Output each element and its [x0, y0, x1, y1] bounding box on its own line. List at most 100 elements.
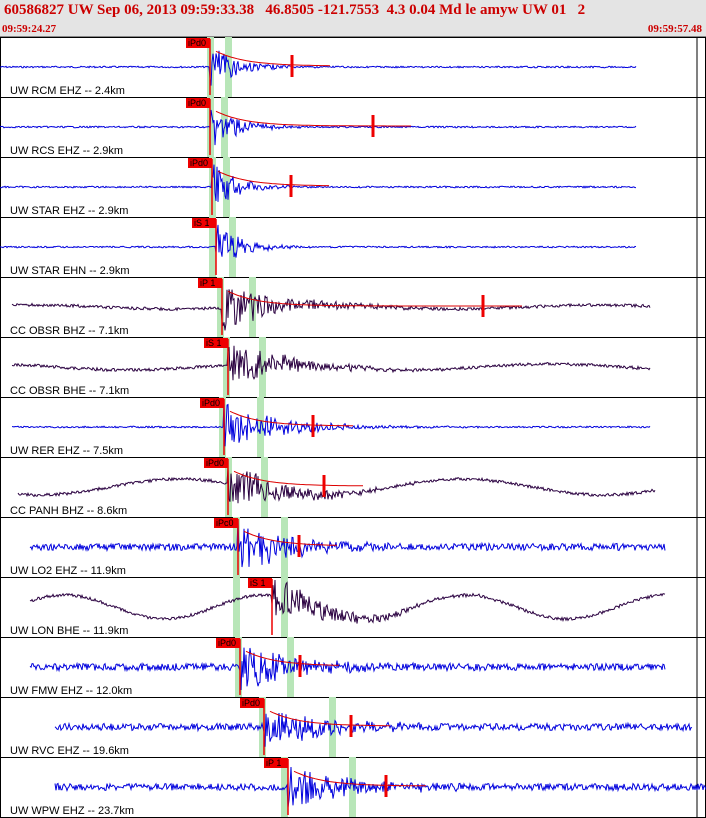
end-time: 09:59:57.48	[647, 23, 702, 35]
station-label: UW RER EHZ -- 7.5km	[10, 445, 123, 457]
pick-label[interactable]: iP 1	[264, 758, 288, 768]
pick-label-box	[192, 218, 216, 228]
pick-label-box	[186, 98, 210, 108]
pick-label[interactable]: iS 1	[204, 338, 228, 348]
pick-label[interactable]: iS 1	[248, 578, 272, 588]
trace-panel: iPd0 CC PANH BHZ -- 8.6km	[0, 457, 706, 518]
pick-label-text: iS 1	[206, 338, 222, 348]
pick-label-text: iPd0	[206, 458, 224, 468]
trace-panel: iPd0 UW RCM EHZ -- 2.4km	[0, 37, 706, 98]
coda-curve	[245, 650, 339, 666]
coda-curve	[269, 710, 390, 727]
start-time: 09:59:24.27	[2, 23, 57, 35]
seismogram-panels: iPd0 UW RCM EHZ -- 2.4km iPd0 UW RCS EHZ --…	[0, 37, 706, 818]
pick-label-text: iP 1	[266, 758, 281, 768]
waveform	[0, 109, 637, 146]
station-label: UW WPW EHZ -- 23.7km	[10, 805, 134, 817]
waveform	[0, 50, 637, 86]
pick-label-box	[198, 278, 222, 288]
pick-label[interactable]: iPd0	[216, 638, 240, 648]
trace-panel: iPd0 UW FMW EHZ -- 12.0km	[0, 637, 706, 698]
p-window	[223, 337, 230, 397]
waveform	[29, 647, 666, 691]
coda-curve	[227, 290, 522, 307]
pick-label-box	[240, 698, 264, 708]
trace-panel: iS 1 UW LON BHE -- 11.9km	[0, 577, 706, 638]
station-label: UW RCM EHZ -- 2.4km	[10, 85, 125, 97]
pick-label[interactable]: iPd0	[240, 698, 264, 708]
station-label: UW FMW EHZ -- 12.0km	[10, 685, 132, 697]
trace-panel: iP 1 CC OBSR BHZ -- 7.1km	[0, 277, 706, 338]
pick-label-box	[204, 458, 228, 468]
waveform	[54, 766, 706, 808]
pick-label-text: iPd0	[218, 638, 236, 648]
station-label: UW STAR EHN -- 2.9km	[10, 265, 130, 277]
pick-label[interactable]: iP 1	[198, 278, 222, 288]
pick-label[interactable]: iS 1	[192, 218, 216, 228]
pick-label[interactable]: iPc0	[214, 518, 238, 528]
s-window	[329, 697, 336, 757]
pick-label-text: iPd0	[202, 398, 220, 408]
coda-curve	[217, 170, 329, 187]
trace-panel: iS 1 UW STAR EHN -- 2.9km	[0, 217, 706, 278]
s-window	[229, 217, 236, 277]
waveform	[29, 519, 666, 568]
pick-label-text: iPd0	[242, 698, 260, 708]
pick-label-box	[214, 518, 238, 528]
pick-label-box	[248, 578, 272, 588]
trace-panel: iP 1 UW WPW EHZ -- 23.7km	[0, 757, 706, 818]
station-label: CC OBSR BHZ -- 7.1km	[10, 325, 129, 337]
trace-panel: iPd0 UW RCS EHZ -- 2.9km	[0, 97, 706, 158]
station-label: UW LO2 EHZ -- 11.9km	[10, 565, 126, 577]
coda-curve	[243, 530, 337, 546]
pick-label-box	[188, 158, 212, 168]
waveform	[54, 712, 693, 747]
trace-panel: iPd0 UW RER EHZ -- 7.5km	[0, 397, 706, 458]
station-label: UW STAR EHZ -- 2.9km	[10, 205, 128, 217]
trace-panel: iPd0 UW RVC EHZ -- 19.6km	[0, 697, 706, 758]
pick-label-box	[186, 38, 210, 48]
waveform	[29, 579, 666, 624]
pick-label-box	[200, 398, 224, 408]
pick-label[interactable]: iPd0	[200, 398, 224, 408]
coda-curve	[233, 470, 363, 487]
pick-label-box	[264, 758, 288, 768]
coda-curve	[229, 410, 354, 427]
station-label: CC PANH BHZ -- 8.6km	[10, 505, 127, 517]
pick-label[interactable]: iPd0	[186, 98, 210, 108]
waveform	[17, 467, 656, 504]
pick-label-text: iS 1	[194, 218, 210, 228]
trace-panel: iS 1 CC OBSR BHE -- 7.1km	[0, 337, 706, 398]
p-window	[217, 277, 224, 337]
pick-label-text: iPd0	[188, 98, 206, 108]
pick-label[interactable]: iPd0	[204, 458, 228, 468]
pick-label-box	[216, 638, 240, 648]
s-window	[261, 457, 268, 517]
pick-label[interactable]: iPd0	[186, 38, 210, 48]
pick-label-text: iP 1	[200, 278, 215, 288]
coda-curve	[215, 50, 331, 67]
waveform	[0, 164, 636, 202]
coda-curve	[293, 770, 426, 787]
p-window	[281, 757, 288, 817]
station-label: CC OBSR BHE -- 7.1km	[10, 385, 129, 397]
trace-panel: iPc0 UW LO2 EHZ -- 11.9km	[0, 517, 706, 578]
waveform	[0, 224, 637, 258]
pick-label-text: iPd0	[190, 158, 208, 168]
header-bar: 60586827 UW Sep 06, 2013 09:59:33.38 46.…	[0, 0, 706, 37]
waveform	[11, 289, 651, 331]
pick-label-box	[204, 338, 228, 348]
pick-label[interactable]: iPd0	[188, 158, 212, 168]
station-label: UW RCS EHZ -- 2.9km	[10, 145, 123, 157]
waveform	[11, 345, 651, 381]
coda-curve	[215, 110, 411, 127]
pick-label-text: iPd0	[188, 38, 206, 48]
trace-panel: iPd0 UW STAR EHZ -- 2.9km	[0, 157, 706, 218]
s-window	[349, 757, 356, 817]
s-window	[249, 277, 256, 337]
station-label: UW LON BHE -- 11.9km	[10, 625, 128, 637]
waveform	[12, 403, 651, 447]
station-label: UW RVC EHZ -- 19.6km	[10, 745, 129, 757]
pick-label-text: iPc0	[216, 518, 234, 528]
pick-label-text: iS 1	[250, 578, 266, 588]
